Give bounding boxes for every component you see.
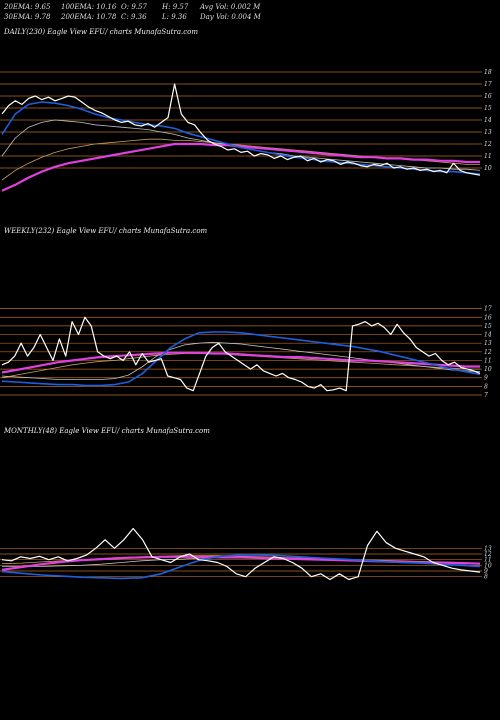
header-ema200: 200EMA: 10.78 xyxy=(61,13,117,21)
daily-tick-label: 16 xyxy=(484,93,492,100)
header-close: C: 9.36 xyxy=(121,13,147,21)
header-ema20: 20EMA: 9.65 xyxy=(4,3,51,11)
daily-tick-label: 14 xyxy=(484,117,492,124)
header-high: H: 9.57 xyxy=(162,3,189,11)
monthly-price-line xyxy=(1,527,481,581)
weekly-tick-label: 8 xyxy=(484,383,488,390)
daily-tick-label: 12 xyxy=(484,141,492,148)
weekly-tick-label: 10 xyxy=(484,366,492,373)
weekly-price-line xyxy=(1,316,481,392)
weekly-tick-label: 13 xyxy=(484,340,492,347)
weekly-tick-label: 14 xyxy=(484,332,492,339)
daily-tick-label: 11 xyxy=(484,153,492,160)
weekly-tick-label: 12 xyxy=(484,349,492,356)
weekly-tick-label: 9 xyxy=(484,375,488,382)
daily-tick-label: 13 xyxy=(484,129,492,136)
header-open: O: 9.57 xyxy=(121,3,147,11)
daily-chart: 18 17 16 15 14 13 12 11 10 xyxy=(0,69,492,192)
monthly-chart-title: MONTHLY(48) Eagle View EFU/ charts Munaf… xyxy=(4,427,210,435)
daily-ema-fast-line xyxy=(1,101,481,175)
header-avg-volume: Avg Vol: 0.002 M xyxy=(200,3,261,11)
header-low: L: 9.36 xyxy=(162,13,187,21)
monthly-tick-label: 11 xyxy=(484,557,492,564)
monthly-tick-label: 13 xyxy=(484,545,492,552)
daily-tick-label: 18 xyxy=(484,69,492,76)
header-ema100: 100EMA: 10.16 xyxy=(61,3,117,11)
daily-tick-label: 15 xyxy=(484,105,492,112)
monthly-tick-label: 12 xyxy=(484,551,492,558)
weekly-tick-label: 17 xyxy=(484,306,492,313)
weekly-tick-label: 7 xyxy=(484,392,488,399)
daily-chart-title: DAILY(230) Eagle View EFU/ charts Munafa… xyxy=(4,28,198,36)
weekly-ema-long-line xyxy=(1,353,480,379)
monthly-ema-fast-line xyxy=(1,554,481,580)
header-ema30: 30EMA: 9.78 xyxy=(4,13,51,21)
monthly-tick-label: 10 xyxy=(484,562,492,569)
weekly-ema-slow-line xyxy=(1,351,480,374)
weekly-tick-label: 15 xyxy=(484,323,492,330)
daily-price-line xyxy=(1,83,481,176)
weekly-ema-fast-line xyxy=(1,331,481,387)
monthly-tick-label: 9 xyxy=(484,568,488,575)
header-day-volume: Day Vol: 0.004 M xyxy=(200,13,261,21)
daily-tick-label: 17 xyxy=(484,81,492,88)
weekly-tick-label: 16 xyxy=(484,314,492,321)
weekly-ema-mid-line xyxy=(1,341,481,380)
daily-ema-slow-line xyxy=(1,142,480,192)
monthly-tick-label: 8 xyxy=(484,574,488,581)
daily-tick-label: 10 xyxy=(484,165,492,172)
weekly-chart-title: WEEKLY(232) Eagle View EFU/ charts Munaf… xyxy=(4,227,208,235)
weekly-tick-label: 11 xyxy=(484,357,492,364)
